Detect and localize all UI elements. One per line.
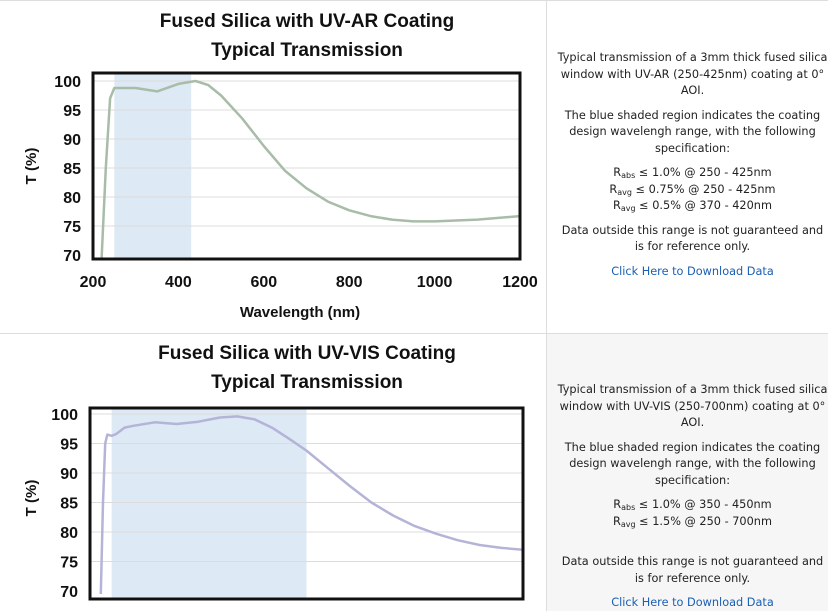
description-cell: Typical transmission of a 3mm thick fuse…: [547, 334, 828, 611]
chart-cell: Fused Silica with UV-AR Coating Typical T…: [0, 1, 547, 334]
description-panel: Typical transmission of a 3mm thick fuse…: [547, 334, 828, 612]
spec-subscript: abs: [621, 503, 636, 512]
description-text: Typical transmission of a 3mm thick fuse…: [557, 383, 828, 429]
x-tick-label: 800: [336, 274, 363, 291]
spec-subscript: abs: [621, 171, 636, 180]
plot-frame: [88, 406, 525, 601]
y-tick-label: 95: [60, 437, 78, 454]
chart-cell: Fused Silica with UV-VIS Coating Typical …: [0, 334, 547, 611]
x-tick-label: 600: [250, 274, 277, 291]
download-data-link[interactable]: Click Here to Download Data: [611, 264, 774, 278]
spec-symbol: R: [609, 182, 618, 196]
y-axis-label: T (%): [23, 480, 40, 517]
y-tick-label: 80: [63, 190, 81, 207]
product-row-uv-vis: Fused Silica with UV-VIS Coating Typical …: [0, 333, 828, 611]
chart-title-line1: Fused Silica with UV-VIS Coating: [158, 343, 456, 364]
y-tick-label: 90: [60, 466, 78, 483]
y-tick-label: 90: [63, 132, 81, 149]
chart-title-line1: Fused Silica with UV-AR Coating: [160, 11, 455, 32]
chart-title-line2: Typical Transmission: [211, 40, 403, 61]
spec-symbol: R: [613, 498, 622, 511]
plot-frame: [91, 71, 522, 261]
design-range-shading: [114, 73, 192, 259]
x-tick-label: 400: [165, 274, 192, 291]
spec-subscript: avg: [620, 519, 636, 529]
chart-title-line2: Typical Transmission: [211, 372, 403, 393]
product-row-uv-ar: Fused Silica with UV-AR Coating Typical T…: [0, 0, 828, 334]
spec-value: ≤ 0.75% @ 250 - 425nm: [632, 182, 776, 196]
x-axis-label: Wavelength (nm): [240, 304, 360, 321]
x-tick-label: 1000: [417, 274, 453, 291]
design-range-shading: [111, 408, 307, 599]
y-tick-label: 70: [60, 584, 78, 601]
description-text: Typical transmission of a 3mm thick fuse…: [557, 51, 828, 97]
spec-symbol: R: [613, 514, 621, 528]
spec-symbol: R: [613, 199, 621, 212]
y-tick-label: 75: [63, 219, 81, 236]
spacer: [557, 538, 828, 554]
y-tick-label: 100: [54, 74, 81, 91]
spec-item: Ravg ≤ 1.5% @ 250 - 700nm: [557, 514, 828, 531]
spec-item: Ravg ≤ 0.5% @ 370 - 420nm: [557, 198, 828, 215]
description-cell: Typical transmission of a 3mm thick fuse…: [547, 1, 828, 334]
x-tick-label: 200: [80, 274, 107, 291]
download-data-link[interactable]: Click Here to Download Data: [611, 596, 774, 609]
spec-subscript: avg: [617, 187, 632, 197]
shaded-region-text: The blue shaded region indicates the coa…: [564, 108, 821, 155]
specification-list: Rabs ≤ 1.0% @ 250 - 425nm Ravg ≤ 0.75% @ …: [557, 165, 828, 215]
download-row: Click Here to Download Data: [557, 264, 828, 281]
y-tick-label: 85: [60, 496, 78, 513]
y-tick-label: 75: [60, 555, 78, 572]
specification-list: Rabs ≤ 1.0% @ 350 - 450nm Ravg ≤ 1.5% @ 2…: [557, 497, 828, 530]
transmission-curve: [100, 79, 520, 259]
y-tick-label: 70: [63, 248, 81, 265]
spec-item: Rabs ≤ 1.0% @ 250 - 425nm: [557, 165, 828, 182]
spec-value: ≤ 1.5% @ 250 - 700nm: [635, 514, 772, 528]
spec-value: ≤ 0.5% @ 370 - 420nm: [635, 199, 772, 212]
transmission-curve: [99, 415, 523, 595]
y-tick-label: 85: [63, 161, 81, 178]
spec-subscript: avg: [620, 204, 636, 213]
transmission-chart-uv-ar: Fused Silica with UV-AR Coating Typical T…: [23, 11, 538, 321]
spec-item: Ravg ≤ 0.75% @ 250 - 425nm: [557, 182, 828, 199]
spec-value: ≤ 1.0% @ 250 - 425nm: [635, 166, 772, 179]
download-row: Click Here to Download Data: [557, 595, 828, 612]
description-panel: Typical transmission of a 3mm thick fuse…: [547, 1, 828, 280]
y-tick-label: 80: [60, 525, 78, 542]
shaded-region-text: The blue shaded region indicates the coa…: [564, 440, 821, 487]
y-axis-label: T (%): [23, 148, 40, 185]
disclaimer-text: Data outside this range is not guarantee…: [561, 555, 824, 585]
spec-symbol: R: [613, 166, 622, 179]
spec-value: ≤ 1.0% @ 350 - 450nm: [635, 498, 772, 511]
y-tick-label: 95: [63, 103, 81, 120]
disclaimer-text: Data outside this range is not guarantee…: [561, 223, 824, 254]
transmission-chart-uv-vis: Fused Silica with UV-VIS Coating Typical …: [23, 343, 525, 601]
y-tick-label: 100: [51, 407, 78, 424]
x-tick-label: 1200: [502, 274, 538, 291]
spec-item: Rabs ≤ 1.0% @ 350 - 450nm: [557, 497, 828, 514]
